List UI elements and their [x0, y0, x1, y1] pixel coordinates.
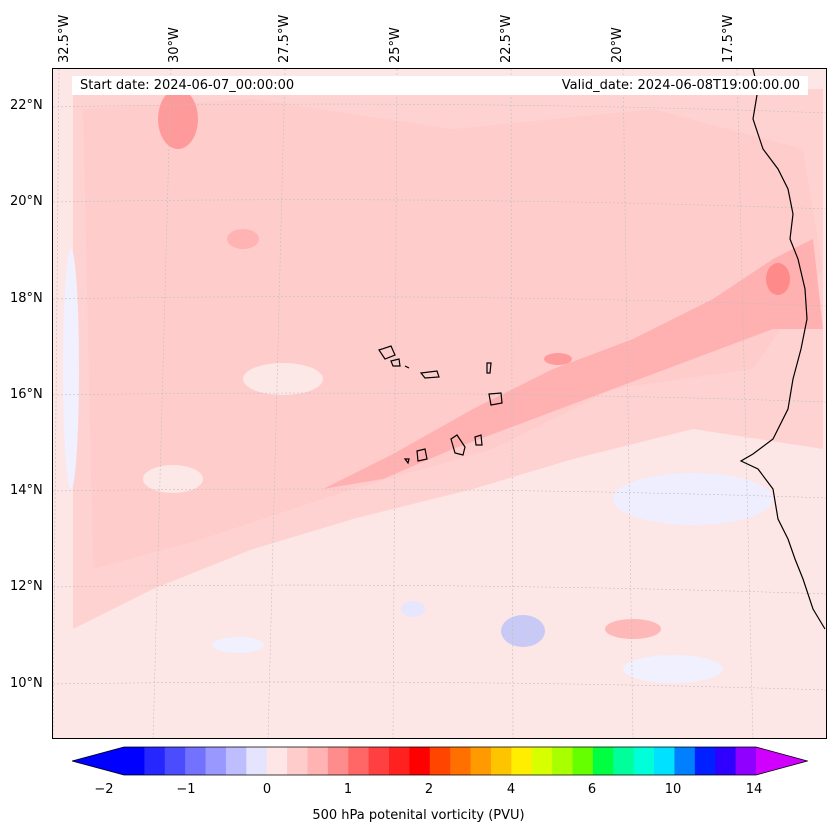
- colorbar-segment: [205, 747, 227, 775]
- lon-label: 27.5°W: [277, 14, 292, 63]
- colorbar-tick: 0: [262, 782, 272, 797]
- lon-label: 22.5°W: [499, 14, 514, 63]
- colorbar-tick: 6: [587, 782, 597, 797]
- colorbar-segment: [674, 747, 696, 775]
- graticule: [53, 69, 826, 738]
- colorbar-segment: [307, 747, 329, 775]
- colorbar-extend-low: [72, 747, 124, 775]
- colorbar-segment: [389, 747, 410, 775]
- lon-label: 25°W: [388, 27, 403, 63]
- colorbar-segment: [654, 747, 675, 775]
- colorbar-segment: [327, 747, 349, 775]
- cape-verde-islands: [378, 345, 503, 465]
- pv-negative-strip: [63, 249, 79, 489]
- pv-contour-field: [53, 69, 826, 738]
- pv-max-band: [544, 353, 572, 365]
- lat-label: 12°N: [10, 579, 43, 594]
- colorbar-segment: [429, 747, 451, 775]
- colorbar-segment: [185, 747, 207, 775]
- colorbar-outline: [72, 746, 808, 776]
- pv-negative-region: [623, 655, 723, 683]
- lat-label: 10°N: [10, 676, 43, 691]
- lon-label: 30°W: [167, 27, 182, 63]
- pv-max-coast: [766, 263, 790, 295]
- africa-coastline: [739, 69, 826, 630]
- pv-patch: [227, 229, 259, 249]
- colorbar-tick: −1: [176, 782, 196, 797]
- colorbar-segment: [246, 747, 268, 775]
- lat-label: 18°N: [10, 291, 43, 306]
- colorbar: [72, 746, 808, 776]
- colorbar-tick: 1: [343, 782, 353, 797]
- colorbar-segment: [164, 747, 186, 775]
- pv-low-patch: [243, 363, 323, 395]
- lat-label: 14°N: [10, 483, 43, 498]
- colorbar-segment: [572, 747, 594, 775]
- colorbar-segment: [531, 747, 553, 775]
- colorbar-segment: [225, 747, 247, 775]
- pv-negative-region: [212, 637, 264, 653]
- colorbar-segment: [144, 747, 166, 775]
- colorbar-segment: [592, 747, 614, 775]
- colorbar-segment: [613, 747, 635, 775]
- lon-label: 32.5°W: [57, 14, 72, 63]
- pv-negative-min: [401, 601, 425, 617]
- colorbar-segment: [511, 747, 533, 775]
- lat-label: 20°N: [10, 194, 43, 209]
- colorbar-segment: [124, 747, 145, 775]
- colorbar-segment: [287, 747, 308, 775]
- colorbar-tick: 14: [745, 782, 763, 797]
- colorbar-segment: [490, 747, 512, 775]
- map-plot-area: [52, 68, 827, 739]
- lat-label: 16°N: [10, 387, 43, 402]
- colorbar-segment: [368, 747, 390, 775]
- colorbar-tick: −2: [94, 782, 114, 797]
- colorbar-segment: [470, 747, 492, 775]
- colorbar-tick: 4: [506, 782, 516, 797]
- pv-max-northwest: [158, 89, 198, 149]
- colorbar-segment: [633, 747, 655, 775]
- pv-band-main: [323, 239, 823, 489]
- lat-label: 22°N: [10, 98, 43, 113]
- pv-region-mid: [83, 99, 823, 569]
- colorbar-segment: [735, 747, 757, 775]
- pv-low-patch: [143, 465, 203, 493]
- info-bar: Start date: 2024-06-07_00:00:00 Valid_da…: [72, 76, 808, 95]
- colorbar-segment: [266, 747, 288, 775]
- colorbar-extend-high: [756, 747, 808, 775]
- lon-label: 20°W: [610, 27, 625, 63]
- pv-negative-region: [613, 473, 773, 525]
- lon-label: 17.5°W: [721, 14, 736, 63]
- colorbar-segment: [450, 747, 472, 775]
- colorbar-tick: 10: [664, 782, 682, 797]
- colorbar-segment: [552, 747, 574, 775]
- colorbar-label: 500 hPa potenital vorticity (PVU): [312, 808, 525, 823]
- colorbar-tick: 2: [424, 782, 434, 797]
- pv-negative-min: [501, 615, 545, 647]
- colorbar-segment: [409, 747, 431, 775]
- colorbar-segment: [348, 747, 370, 775]
- colorbar-segment: [715, 747, 737, 775]
- valid-date-label: Valid_date: 2024-06-08T19:00:00.00: [561, 78, 800, 93]
- colorbar-segment: [694, 747, 716, 775]
- pv-band-south: [605, 619, 661, 639]
- start-date-label: Start date: 2024-06-07_00:00:00: [80, 78, 295, 93]
